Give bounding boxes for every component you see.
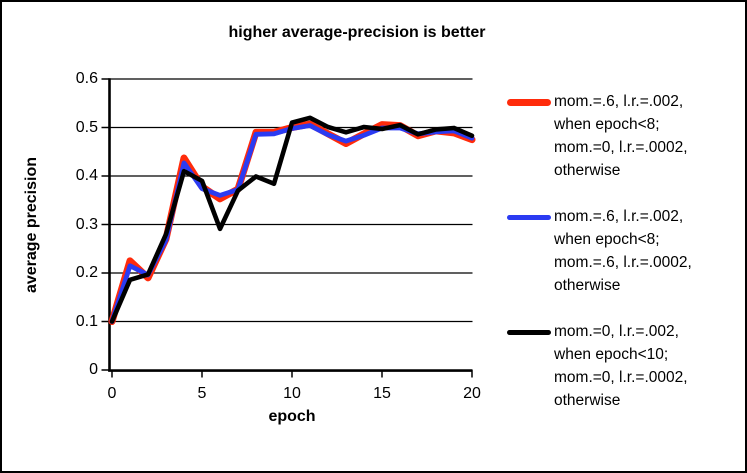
legend-text-line: otherwise <box>554 162 621 179</box>
legend-text-line: mom.=0, l.r.=.002, <box>554 323 679 340</box>
legend-text-line: otherwise <box>554 392 621 409</box>
y-tick-label: 0.1 <box>75 312 98 330</box>
legend-entry-blue: mom.=.6, l.r.=.002, when epoch<8; mom.=.… <box>507 205 745 297</box>
legend-text-line: when epoch<8; <box>554 116 660 133</box>
legend-entry-text: mom.=.6, l.r.=.002, when epoch<8; mom.=0… <box>554 90 688 182</box>
y-tick-label: 0.4 <box>75 167 98 184</box>
x-tick-label: 0 <box>107 385 117 402</box>
x-tick-label: 10 <box>283 385 301 402</box>
legend-text-line: otherwise <box>554 277 621 294</box>
x-tick-label: 5 <box>197 385 207 402</box>
legend-entry-text: mom.=.6, l.r.=.002, when epoch<8; mom.=.… <box>554 205 692 297</box>
series-line-red <box>108 120 476 325</box>
legend-text-line: mom.=0, l.r.=.0002, <box>554 369 688 386</box>
legend-text-line: mom.=0, l.r.=.0002, <box>554 139 688 156</box>
x-axis-title: epoch <box>268 408 316 425</box>
chart-title: higher average-precision is better <box>228 24 486 41</box>
x-tick-label: 15 <box>373 385 391 402</box>
y-tick-label: 0.2 <box>75 264 98 281</box>
y-tick-label: 0.6 <box>75 70 98 87</box>
legend-text-line: when epoch<8; <box>554 231 660 248</box>
black-line-swatch-icon <box>507 320 554 412</box>
y-tick-label: 0 <box>89 361 98 378</box>
legend-text-line: mom.=.6, l.r.=.002, <box>554 93 684 110</box>
legend-text-line: when epoch<10; <box>554 346 669 363</box>
red-line-swatch-icon <box>507 90 554 182</box>
series-line-black <box>109 115 475 324</box>
legend-entry-red: mom.=.6, l.r.=.002, when epoch<8; mom.=0… <box>507 90 745 182</box>
legend: mom.=.6, l.r.=.002, when epoch<8; mom.=0… <box>507 90 745 435</box>
x-tick-label: 20 <box>463 385 481 402</box>
legend-entry-black: mom.=0, l.r.=.002, when epoch<10; mom.=0… <box>507 320 745 412</box>
legend-text-line: mom.=.6, l.r.=.0002, <box>554 254 692 271</box>
y-tick-label: 0.3 <box>75 215 98 233</box>
blue-line-swatch-icon <box>507 205 554 297</box>
legend-text-line: mom.=.6, l.r.=.002, <box>554 208 684 225</box>
y-tick-label: 0.5 <box>75 118 98 136</box>
legend-entry-text: mom.=0, l.r.=.002, when epoch<10; mom.=0… <box>554 320 688 412</box>
